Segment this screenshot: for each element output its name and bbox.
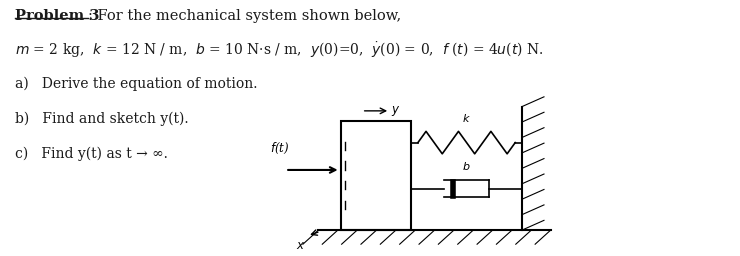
Text: : For the mechanical system shown below,: : For the mechanical system shown below,	[88, 9, 402, 23]
Bar	[340, 121, 411, 230]
Text: $x$: $x$	[296, 239, 305, 252]
Text: $k$: $k$	[462, 112, 471, 124]
Text: a)   Derive the equation of motion.: a) Derive the equation of motion.	[15, 77, 258, 91]
Text: $b$: $b$	[462, 160, 471, 172]
Text: $f$(t): $f$(t)	[270, 141, 289, 156]
Text: $y$: $y$	[391, 104, 401, 118]
Text: b)   Find and sketch y(t).: b) Find and sketch y(t).	[15, 112, 188, 126]
Text: Problem 3: Problem 3	[15, 9, 99, 23]
Text: c)   Find y(t) as t → ∞.: c) Find y(t) as t → ∞.	[15, 147, 167, 161]
Text: $m$ = 2 kg,  $k$ = 12 N / m,  $b$ = 10 N·s / m,  $y$(0)=0,  $\dot{y}$(0) = 0,  $: $m$ = 2 kg, $k$ = 12 N / m, $b$ = 10 N·s…	[15, 40, 543, 60]
